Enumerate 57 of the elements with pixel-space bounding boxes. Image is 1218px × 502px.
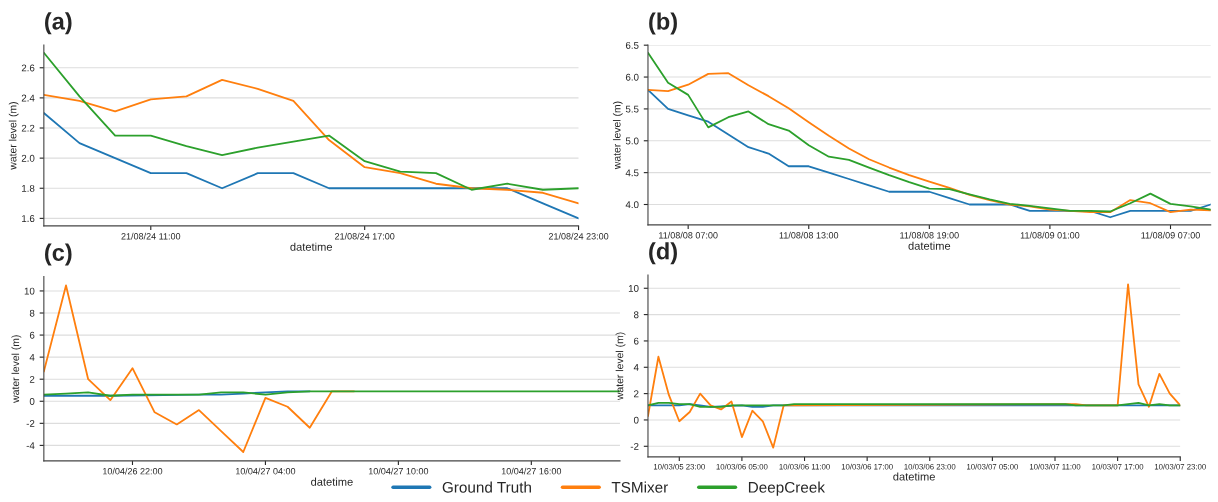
x-axis-title: datetime: [893, 472, 935, 481]
x-tick-label: 11/08/08 19:00: [900, 231, 959, 239]
x-tick-label: 10/04/27 04:00: [236, 467, 296, 475]
x-tick-label: 10/04/27 10:00: [368, 467, 429, 475]
line-series: [43, 51, 579, 191]
line-series: [43, 78, 579, 205]
x-tick-label: 10/04/26 22:00: [103, 467, 163, 475]
y-axis-title: water level (m): [615, 332, 626, 401]
y-tick-label: -4: [26, 442, 35, 449]
y-tick-label: 2.2: [21, 124, 35, 132]
y-tick-label: 6: [634, 337, 639, 345]
y-tick-label: -2: [630, 443, 639, 450]
x-axis-title: datetime: [908, 241, 951, 250]
x-tick-label: 11/08/09 01:00: [1020, 231, 1080, 239]
y-tick-label: 2: [29, 375, 35, 383]
x-tick-label: 21/08/24 17:00: [335, 232, 395, 240]
y-tick-label: 10: [24, 287, 35, 295]
y-tick-label: 8: [633, 311, 639, 319]
legend-label: Ground Truth: [442, 481, 531, 493]
y-tick-label: 8: [29, 309, 35, 317]
chart-title: (c): [45, 243, 72, 266]
x-axis-title: datetime: [290, 242, 333, 251]
y-tick-label: 1.8: [22, 184, 35, 192]
chart-title: (b): [649, 12, 677, 35]
y-tick-label: 5.0: [625, 137, 639, 145]
y-tick-label: 0: [29, 398, 35, 405]
y-tick-label: 1.6: [22, 215, 35, 222]
x-tick-label: 11/08/08 07:00: [659, 231, 718, 239]
y-tick-label: 2.6: [21, 64, 35, 72]
x-tick-label: 11/08/09 07:00: [1141, 231, 1200, 239]
y-tick-label: 0: [633, 416, 639, 424]
y-tick-label: 4.0: [625, 201, 639, 209]
legend-label: TSMixer: [611, 481, 668, 493]
x-tick-label: 10/04/27 16:00: [501, 467, 562, 475]
line-series: [43, 112, 579, 220]
y-tick-label: 4: [633, 364, 639, 371]
y-axis-title: water level (m): [11, 335, 22, 403]
chart-title: (d): [649, 242, 677, 265]
x-tick-label: 11/08/08 13:00: [779, 231, 839, 239]
chart-title: (a): [45, 12, 72, 35]
x-tick-label: 21/08/24 23:00: [548, 232, 609, 240]
legend-label: DeepCreek: [748, 481, 825, 496]
x-tick-label: 21/08/24 11:00: [121, 232, 181, 240]
y-tick-label: -2: [26, 420, 35, 427]
y-tick-label: 6.0: [625, 73, 639, 81]
y-axis-title: water level (m): [612, 101, 623, 170]
y-tick-label: 4: [29, 353, 35, 361]
y-tick-label: 2.4: [21, 94, 35, 102]
y-tick-label: 6: [29, 331, 35, 339]
y-tick-label: 2: [634, 390, 639, 398]
y-tick-label: 2.0: [21, 154, 35, 162]
y-tick-label: 6.5: [625, 41, 639, 49]
y-tick-label: 5.5: [625, 105, 639, 113]
x-axis-title: datetime: [311, 477, 353, 486]
y-axis-title: water level (m): [8, 102, 19, 170]
y-tick-label: 10: [628, 285, 639, 292]
y-tick-label: 4.5: [625, 169, 639, 177]
